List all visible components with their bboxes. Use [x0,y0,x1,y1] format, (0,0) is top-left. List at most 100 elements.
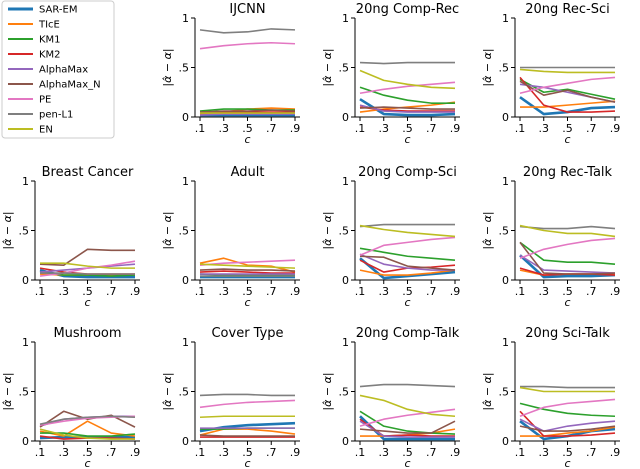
x-tick-label: .7 [266,446,277,459]
x-tick-label: .5 [242,285,253,298]
series-line-en [519,68,615,74]
series-line-alphamax [359,104,455,113]
series-line-alphamax-n [519,80,616,103]
series-line-km1 [519,78,616,100]
y-axis-label: |α̂ − α| [161,211,174,249]
y-tick-label: 0 [342,435,349,448]
legend-label: PE [39,95,51,106]
x-axis-label: c [404,457,410,469]
series-line-km1 [359,247,456,261]
y-tick-label: .5 [339,225,350,238]
chart-title: 20ng Comp-Talk [356,326,460,341]
y-tick-label: 1 [502,175,509,188]
x-tick-label: .9 [290,446,301,459]
series-line-pen-l1 [40,272,135,275]
x-tick-label: .1 [355,446,366,459]
y-tick-label: 1 [342,175,349,188]
y-tick-label: .5 [179,386,190,399]
series-line-alphamax [199,113,295,116]
y-tick-label: 0 [502,274,509,287]
x-tick-label: .7 [586,446,597,459]
x-tick-label: .1 [515,285,526,298]
x-tick-label: .3 [539,122,550,135]
x-tick-label: .5 [82,446,93,459]
chart-title: Cover Type [211,326,283,341]
x-tick-label: .3 [379,285,390,298]
x-tick-label: .7 [586,285,597,298]
x-tick-label: .7 [426,285,437,298]
series-line-pen-l1 [199,28,296,34]
x-tick-label: .7 [106,285,117,298]
y-tick-label: .5 [499,386,510,399]
x-tick-label: .5 [562,285,573,298]
x-tick-label: .9 [130,446,141,459]
legend-label: KM1 [39,35,61,46]
series-line-sar-em [359,257,456,280]
series-line-tice [359,269,456,276]
series-line-tice [199,428,296,436]
series-line-en [199,263,296,269]
series-line-sar-em [519,254,616,279]
chart-title: IJCNN [229,2,265,17]
series-line-alphamax-n [199,434,295,437]
chart-panel: 20ng Rec-Sci 0 .5 1 .1 .3 .5 .7 .9 c |α̂ − α| [481,2,620,146]
series-line-km2 [199,270,295,274]
series-line-pe [199,41,296,50]
series-line-km2 [519,76,616,113]
series-line-en [359,69,456,90]
x-axis-label: c [564,133,570,146]
x-tick-label: .3 [379,446,390,459]
y-axis-label: |α̂ − α| [481,211,494,249]
y-tick-label: 1 [342,12,349,25]
series-line-en [39,428,135,440]
y-axis-label: |α̂ − α| [321,48,334,86]
series-line-pen-l1 [519,225,616,230]
series-line-alphamax-n [39,410,136,428]
chart-title: 20ng Sci-Talk [525,326,610,341]
series-line-tice [39,420,136,437]
x-tick-label: .1 [355,122,366,135]
x-tick-label: .5 [402,285,413,298]
series-line-tice [520,426,616,437]
series-line-pen-l1 [359,223,455,228]
chart-panel: 20ng Comp-Sci 0 .5 1 .1 .3 .5 .7 .9 c |α̂ − α| [321,165,460,309]
series-line-km1 [519,402,616,418]
chart-title: 20ng Rec-Sci [525,2,609,17]
x-tick-label: .3 [539,285,550,298]
y-axis-label: |α̂ − α| [1,211,14,249]
legend-frame [1,0,115,139]
series-line-pe [519,398,616,417]
x-tick-label: .9 [450,285,461,298]
x-tick-label: .9 [610,122,621,135]
x-tick-label: .1 [35,446,46,459]
series-line-alphamax-n [39,248,135,266]
x-axis-label: c [564,296,570,309]
y-tick-label: .5 [499,62,510,75]
y-tick-label: .5 [179,225,190,238]
x-tick-label: .9 [290,122,301,135]
x-tick-label: .3 [59,285,70,298]
series-line-pe [39,260,136,277]
x-tick-label: .9 [450,446,461,459]
series-line-pen-l1 [359,383,456,388]
series-line-alphamax-n [519,425,616,432]
x-tick-label: .9 [290,285,301,298]
chart-title: 20ng Comp-Rec [356,2,459,17]
series-line-alphamax-n [519,241,616,275]
x-tick-label: .1 [515,446,526,459]
x-tick-label: .3 [539,446,550,459]
x-tick-label: .3 [219,122,230,135]
chart-title: Breast Cancer [42,165,134,180]
series-line-en [199,415,295,419]
legend-label: KM2 [39,50,61,61]
series-line-en [519,386,615,393]
x-tick-label: .1 [515,122,526,135]
y-tick-label: 1 [502,336,509,349]
x-tick-label: .1 [35,285,46,298]
x-tick-label: .5 [402,122,413,135]
series-line-alphamax-n [199,268,296,272]
y-tick-label: 0 [182,111,189,124]
chart-title: Mushroom [53,326,121,341]
y-axis-label: |α̂ − α| [161,48,174,86]
series-line-alphamax-n [359,420,456,434]
